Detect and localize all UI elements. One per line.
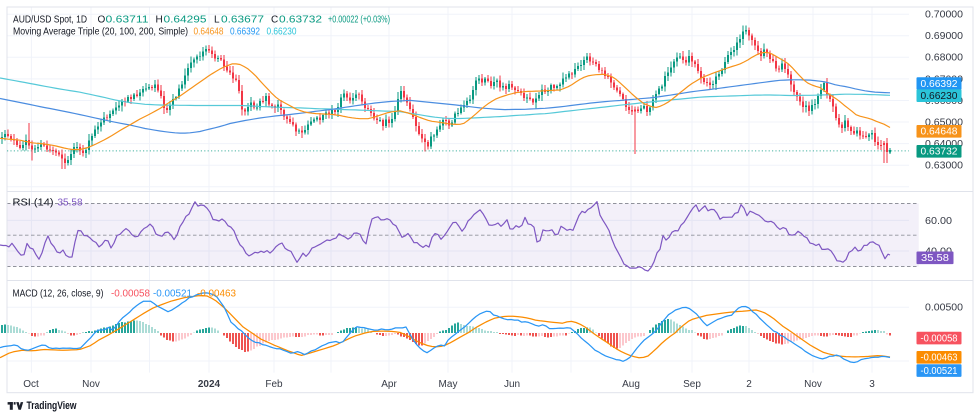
svg-text:0.66392: 0.66392 <box>230 26 260 37</box>
svg-text:H: H <box>156 14 163 25</box>
svg-text:0.64295: 0.64295 <box>164 14 208 25</box>
svg-text:RSI (14): RSI (14) <box>13 198 54 209</box>
svg-text:-0.00521: -0.00521 <box>921 366 958 377</box>
svg-text:0.63732: 0.63732 <box>279 14 323 25</box>
svg-text:-0.00058: -0.00058 <box>921 334 958 345</box>
svg-text:0.64000: 0.64000 <box>925 139 963 150</box>
svg-text:-0.00058: -0.00058 <box>111 289 150 300</box>
svg-text:Apr: Apr <box>381 379 397 390</box>
svg-text:TradingView: TradingView <box>27 400 77 412</box>
svg-text:L: L <box>214 14 220 25</box>
svg-text:O: O <box>98 14 106 25</box>
svg-text:Nov: Nov <box>82 379 100 390</box>
svg-text:3: 3 <box>869 379 875 390</box>
svg-text:May: May <box>439 379 458 390</box>
svg-text:0.64648: 0.64648 <box>921 127 958 138</box>
svg-text:Sep: Sep <box>683 379 701 390</box>
svg-text:2: 2 <box>746 379 752 390</box>
svg-text:AUD/USD Spot, 1D: AUD/USD Spot, 1D <box>13 14 87 25</box>
svg-text:0.66392: 0.66392 <box>921 79 958 90</box>
svg-text:0.66230: 0.66230 <box>921 91 958 102</box>
svg-text:0.66230: 0.66230 <box>267 26 297 37</box>
svg-text:+0.00022 (+0.03%): +0.00022 (+0.03%) <box>328 14 390 25</box>
svg-text:0.69000: 0.69000 <box>925 31 963 42</box>
svg-text:Oct: Oct <box>23 379 39 390</box>
svg-text:35.58: 35.58 <box>58 198 83 209</box>
svg-text:0.70000: 0.70000 <box>925 10 963 21</box>
svg-text:-0.00521: -0.00521 <box>153 289 192 300</box>
svg-text:0.63000: 0.63000 <box>925 161 963 172</box>
svg-text:C: C <box>271 14 278 25</box>
svg-text:35.58: 35.58 <box>921 253 949 264</box>
svg-text:0.00500: 0.00500 <box>925 303 963 314</box>
svg-text:Moving Average Triple (20, 100: Moving Average Triple (20, 100, 200, Sim… <box>13 26 188 37</box>
svg-text:0.68000: 0.68000 <box>925 53 963 64</box>
svg-text:Jun: Jun <box>504 379 520 390</box>
svg-text:0.65000: 0.65000 <box>925 117 963 128</box>
svg-text:0.63677: 0.63677 <box>221 14 265 25</box>
svg-text:0.63732: 0.63732 <box>921 147 958 158</box>
svg-text:0.63711: 0.63711 <box>106 14 150 25</box>
svg-text:Nov: Nov <box>804 379 822 390</box>
svg-text:MACD (12, 26, close, 9): MACD (12, 26, close, 9) <box>13 289 104 300</box>
svg-text:-0.00463: -0.00463 <box>197 289 236 300</box>
svg-text:2024: 2024 <box>198 379 221 390</box>
svg-text:0.64648: 0.64648 <box>194 26 224 37</box>
svg-text:Aug: Aug <box>622 379 640 390</box>
svg-text:Feb: Feb <box>265 379 283 390</box>
svg-text:60.00: 60.00 <box>925 216 952 227</box>
svg-text:-0.00463: -0.00463 <box>921 353 958 364</box>
